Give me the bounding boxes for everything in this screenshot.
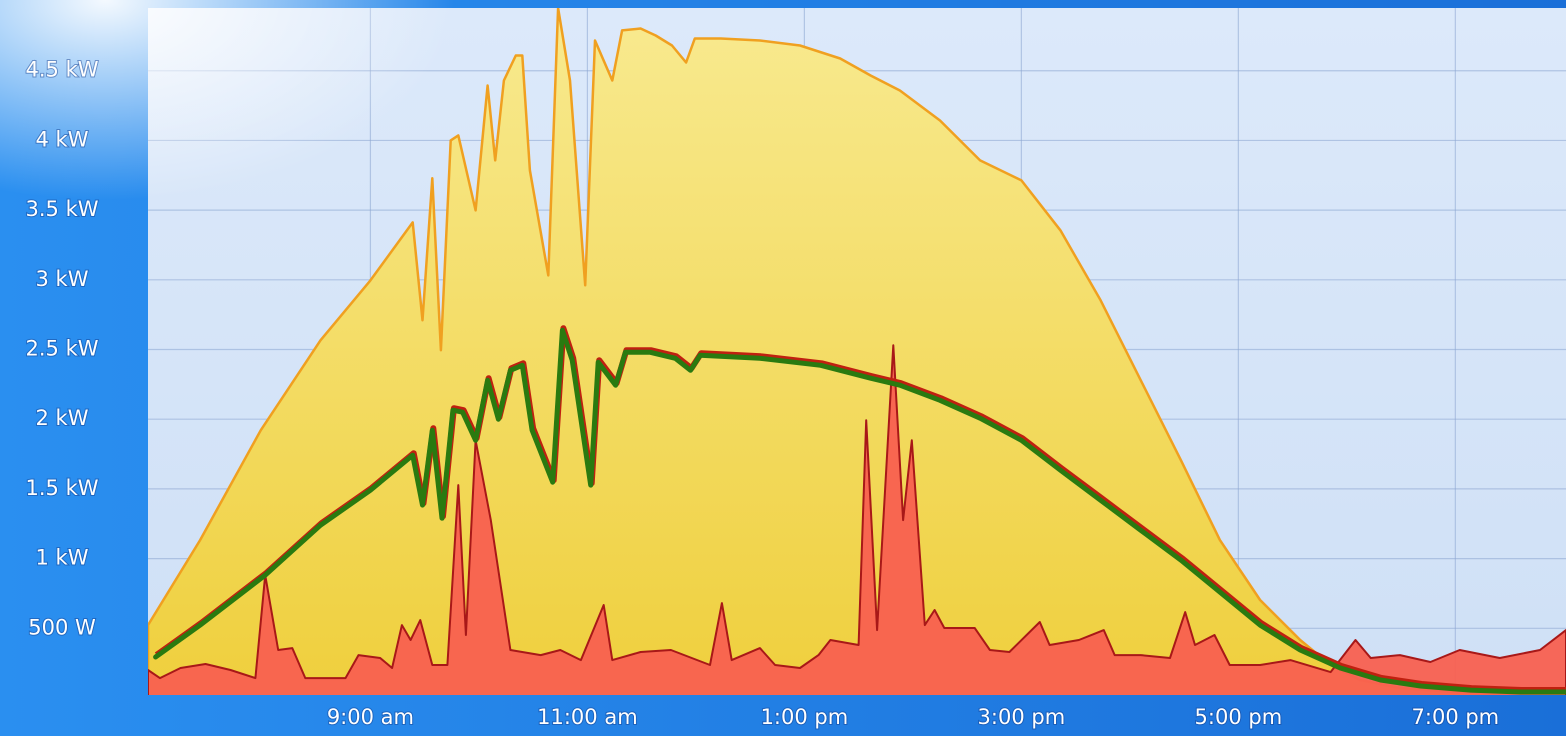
y-tick-label: 4 kW [36, 127, 89, 151]
y-tick-label: 1.5 kW [26, 476, 99, 500]
y-tick-label: 2.5 kW [26, 337, 99, 361]
x-tick-label: 1:00 pm [761, 705, 849, 729]
y-tick-label: 3.5 kW [26, 197, 99, 221]
x-tick-label: 11:00 am [537, 705, 638, 729]
labels: 500 W 1 kW 1.5 kW 2 kW 2.5 kW 3 kW 3.5 kW 4 kW 4… [25, 57, 1501, 730]
x-tick-label: 5:00 pm [1195, 705, 1283, 729]
area-series [148, 344, 1566, 695]
x-tick-label: 9:00 am [327, 705, 414, 729]
x-tick-label: 3:00 pm [978, 705, 1066, 729]
y-tick-label: 500 W [28, 615, 96, 639]
y-tick-label: 1 kW [36, 546, 89, 570]
y-tick-label: 4.5 kW [26, 58, 99, 82]
x-tick-label: 7:00 pm [1412, 705, 1500, 729]
y-tick-label: 3 kW [36, 267, 89, 291]
y-tick-label: 2 kW [36, 406, 89, 430]
